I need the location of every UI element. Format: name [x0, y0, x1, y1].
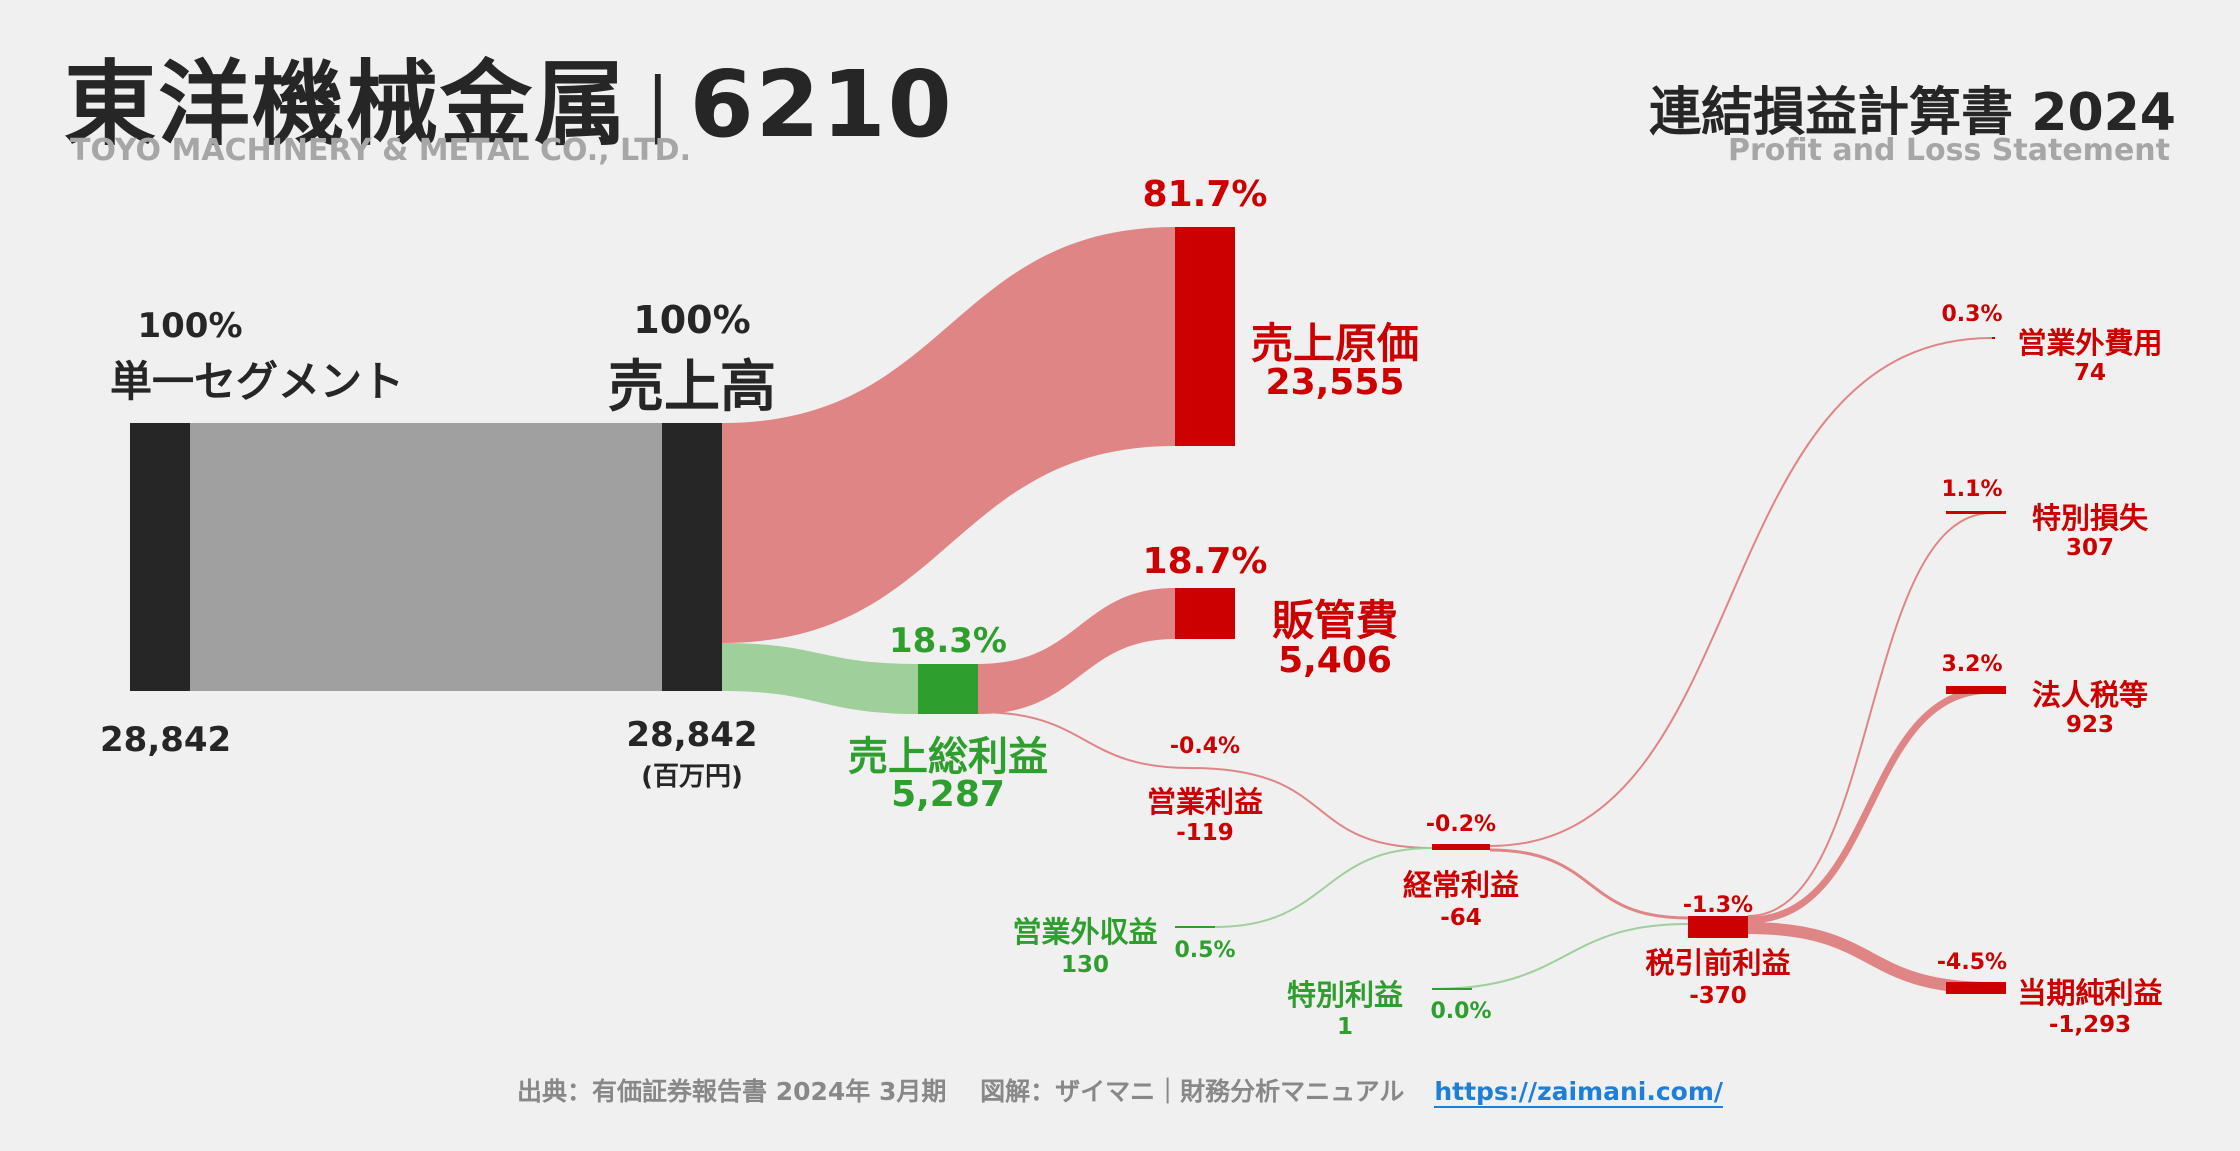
operating-profit-pct: -0.4% [1169, 734, 1241, 759]
gross-profit-pct: 18.3% [889, 621, 1007, 661]
flow-revenue-grossprofit [722, 643, 918, 714]
segment-pct: 100% [137, 306, 243, 346]
revenue-value: 28,842 [626, 715, 758, 755]
gross-profit-label: 売上総利益 [848, 734, 1048, 780]
company-name: 東洋機械金属 [64, 51, 629, 158]
revenue-unit: (百万円) [641, 762, 743, 792]
segment-label: 単一セグメント [110, 357, 405, 406]
node-sga [1175, 588, 1235, 639]
node-segment [130, 423, 190, 691]
node-cogs [1175, 227, 1235, 446]
gross-profit-value: 5,287 [891, 774, 1005, 815]
footer-link[interactable]: https://zaimani.com/ [1434, 1077, 1724, 1108]
extraordinary-loss-value: 307 [2065, 535, 2114, 561]
title-separator: | [646, 63, 672, 145]
operating-profit-label: 営業利益 [1146, 785, 1263, 819]
flow-ordinary-pretax [1489, 848, 1689, 920]
flow-nonopincome-ordinary [1214, 847, 1433, 928]
sga-pct: 18.7% [1142, 541, 1268, 582]
node-extraordinary-gain [1432, 988, 1472, 990]
non-op-expense-pct: 0.3% [1941, 302, 2003, 327]
pretax-profit-value: -370 [1689, 983, 1747, 1009]
extraordinary-loss-label: 特別損失 [2031, 501, 2148, 535]
statement-subtitle: Profit and Loss Statement [1727, 133, 2170, 168]
pretax-profit-pct: -1.3% [1682, 893, 1754, 918]
flow-operating-ordinary [1189, 767, 1433, 849]
non-op-expense-label: 営業外費用 [2017, 326, 2163, 360]
ordinary-profit-value: -64 [1440, 905, 1482, 931]
flow-ordinary-nonopexp [1489, 337, 1993, 847]
node-non-op-income [1175, 926, 1215, 928]
company-name-en: TOYO MACHINERY & METAL CO., LTD. [70, 133, 691, 168]
cogs-value: 23,555 [1265, 362, 1405, 403]
node-revenue [662, 423, 722, 691]
statement-title: 連結損益計算書 2024 [1649, 83, 2176, 143]
net-profit-value: -1,293 [2048, 1012, 2132, 1038]
net-profit-pct: -4.5% [1936, 950, 2008, 975]
flow-extragain-pretax [1431, 923, 1689, 990]
flow-grossprofit-sga [978, 588, 1175, 714]
revenue-label: 売上高 [608, 355, 776, 420]
flow-pretax-extraloss [1747, 512, 1993, 917]
ordinary-profit-label: 経常利益 [1402, 868, 1519, 902]
revenue-pct: 100% [633, 298, 751, 342]
non-op-expense-value: 74 [2073, 360, 2106, 386]
non-op-income-label: 営業外収益 [1012, 915, 1158, 949]
node-extraordinary-loss [1946, 511, 2006, 514]
pretax-profit-label: 税引前利益 [1645, 946, 1791, 980]
net-profit-label: 当期純利益 [2017, 976, 2163, 1010]
node-net-profit [1946, 982, 2006, 994]
extraordinary-loss-pct: 1.1% [1941, 477, 2003, 502]
ordinary-profit-pct: -0.2% [1425, 812, 1497, 837]
flow-revenue-cogs [722, 227, 1175, 643]
extraordinary-gain-label: 特別利益 [1286, 978, 1403, 1012]
segment-value: 28,842 [100, 720, 232, 760]
extraordinary-gain-value: 1 [1336, 1014, 1353, 1040]
operating-profit-value: -119 [1176, 820, 1234, 846]
node-non-op-expense [1992, 337, 1995, 339]
income-tax-label: 法人税等 [2031, 678, 2148, 712]
flow-segment-revenue [190, 423, 662, 691]
node-ordinary-profit [1432, 844, 1490, 850]
income-tax-value: 923 [2065, 712, 2114, 738]
income-tax-pct: 3.2% [1941, 652, 2003, 677]
flow-grossprofit-operating [977, 711, 1191, 769]
extraordinary-gain-pct: 0.0% [1430, 999, 1492, 1024]
cogs-pct: 81.7% [1142, 174, 1268, 215]
node-pretax-profit [1688, 916, 1748, 938]
sga-value: 5,406 [1278, 640, 1392, 681]
footer: 出典：有価証券報告書 2024年 3月期 図解：ザイマニ｜財務分析マニュアル ht… [0, 1072, 2240, 1108]
footer-source: 出典：有価証券報告書 2024年 3月期 図解：ザイマニ｜財務分析マニュアル [516, 1077, 1405, 1106]
ticker-code: 6210 [689, 51, 954, 158]
cogs-label: 売上原価 [1250, 319, 1419, 368]
node-gross-profit [918, 664, 978, 714]
sga-label: 販管費 [1271, 596, 1398, 645]
page-title: 東洋機械金属 | 6210 [64, 30, 954, 163]
non-op-income-value: 130 [1060, 952, 1109, 978]
non-op-income-pct: 0.5% [1174, 938, 1236, 963]
node-income-tax [1946, 686, 2006, 694]
flow-pretax-tax [1747, 686, 1993, 924]
